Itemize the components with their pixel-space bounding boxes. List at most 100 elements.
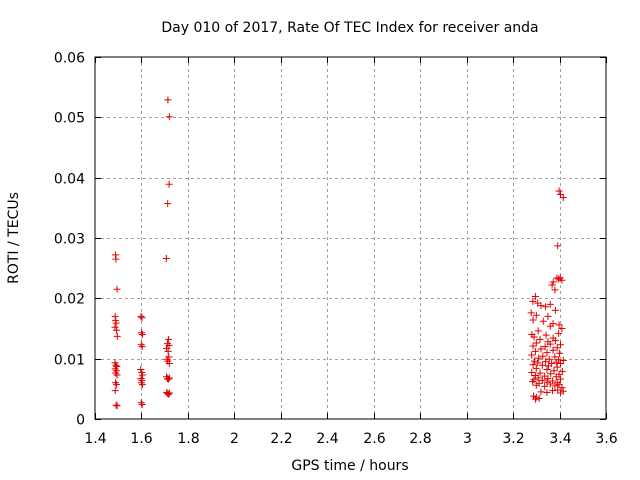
- data-point: [165, 374, 173, 382]
- data-point: [551, 382, 559, 390]
- y-tick-label: 0.04: [54, 172, 85, 188]
- data-point: [556, 341, 564, 349]
- data-point: [545, 355, 553, 363]
- data-point: [555, 329, 563, 337]
- x-tick-label: 2.8: [409, 431, 431, 447]
- data-point: [164, 347, 172, 355]
- data-point: [138, 343, 146, 351]
- data-point: [549, 387, 557, 395]
- data-point: [137, 399, 145, 407]
- data-point: [544, 362, 552, 370]
- data-point: [541, 382, 549, 390]
- data-point: [556, 375, 564, 383]
- data-point: [113, 402, 121, 410]
- data-point: [165, 335, 173, 343]
- x-tick-label: 2: [230, 431, 239, 447]
- data-point: [554, 242, 562, 250]
- y-tick-label: 0: [76, 413, 85, 429]
- data-point: [163, 344, 171, 352]
- data-point: [113, 332, 121, 340]
- data-point: [531, 293, 539, 301]
- data-point: [164, 200, 172, 208]
- x-tick-label: 1.6: [130, 431, 152, 447]
- data-point: [113, 326, 121, 334]
- data-point: [549, 346, 557, 354]
- x-tick-label: 3.4: [549, 431, 571, 447]
- data-point: [548, 281, 556, 289]
- data-point: [536, 335, 544, 343]
- data-point: [137, 312, 145, 320]
- data-point: [139, 371, 147, 379]
- data-points: [111, 96, 567, 410]
- y-tick-label: 0.01: [54, 353, 85, 369]
- data-point: [542, 303, 550, 311]
- data-point: [163, 340, 171, 348]
- data-point: [113, 371, 121, 379]
- data-point: [530, 333, 538, 341]
- data-point: [165, 390, 173, 398]
- data-point: [556, 349, 564, 357]
- data-point: [531, 395, 539, 403]
- data-point: [536, 369, 544, 377]
- x-tick-label: 2.4: [316, 431, 338, 447]
- data-point: [541, 343, 549, 351]
- data-point: [542, 331, 550, 339]
- data-point: [532, 364, 540, 372]
- data-point: [543, 388, 551, 396]
- y-tick-label: 0.02: [54, 292, 85, 308]
- ticks-layer: 1.4 1.6 1.8 2 2.2 2.4 2.6 2.8 3 3.2 3.4 3.6 0 0.01 0.0…: [54, 51, 618, 448]
- data-point: [552, 358, 560, 366]
- data-point: [166, 389, 174, 397]
- data-point: [527, 309, 535, 317]
- data-point: [138, 314, 146, 322]
- data-point: [532, 311, 540, 319]
- data-point: [550, 367, 558, 375]
- data-point: [555, 275, 563, 283]
- data-point: [535, 354, 543, 362]
- data-point: [163, 355, 171, 363]
- data-point: [531, 347, 539, 355]
- data-point: [546, 322, 554, 330]
- data-point: [544, 375, 552, 383]
- data-point: [534, 374, 542, 382]
- data-point: [551, 306, 559, 314]
- data-point: [137, 329, 145, 337]
- data-point: [529, 297, 537, 305]
- data-point: [529, 361, 537, 369]
- data-point: [558, 384, 566, 392]
- data-point: [528, 369, 536, 377]
- plot-frame: [94, 56, 607, 420]
- x-tick-label: 3: [463, 431, 472, 447]
- data-point: [546, 300, 554, 308]
- data-point: [137, 366, 145, 374]
- x-tick-label: 1.8: [177, 431, 199, 447]
- y-axis-label: ROTI / TECUs: [6, 192, 22, 284]
- grid-layer: [95, 57, 606, 419]
- data-point: [543, 349, 551, 357]
- x-axis-label: GPS time / hours: [291, 458, 408, 474]
- data-point: [538, 376, 546, 384]
- data-point: [530, 357, 538, 365]
- data-point: [537, 388, 545, 396]
- data-point: [532, 381, 540, 389]
- data-point: [529, 342, 537, 350]
- data-point: [111, 323, 119, 331]
- data-point: [542, 358, 550, 366]
- data-point: [553, 363, 561, 371]
- x-tick-label: 1.4: [84, 431, 106, 447]
- data-point: [530, 376, 538, 384]
- data-point: [164, 375, 172, 383]
- data-point: [138, 331, 146, 339]
- x-tick-label: 2.6: [363, 431, 385, 447]
- chart-title: Day 010 of 2017, Rate Of TEC Index for r…: [161, 20, 538, 36]
- data-point: [113, 285, 121, 293]
- x-tick-label: 2.2: [270, 431, 292, 447]
- data-point: [529, 316, 537, 324]
- data-point: [538, 361, 546, 369]
- data-point: [543, 378, 551, 386]
- data-point: [112, 401, 120, 409]
- data-point: [528, 351, 536, 359]
- data-point: [113, 381, 121, 389]
- data-point: [546, 340, 554, 348]
- data-point: [137, 379, 145, 387]
